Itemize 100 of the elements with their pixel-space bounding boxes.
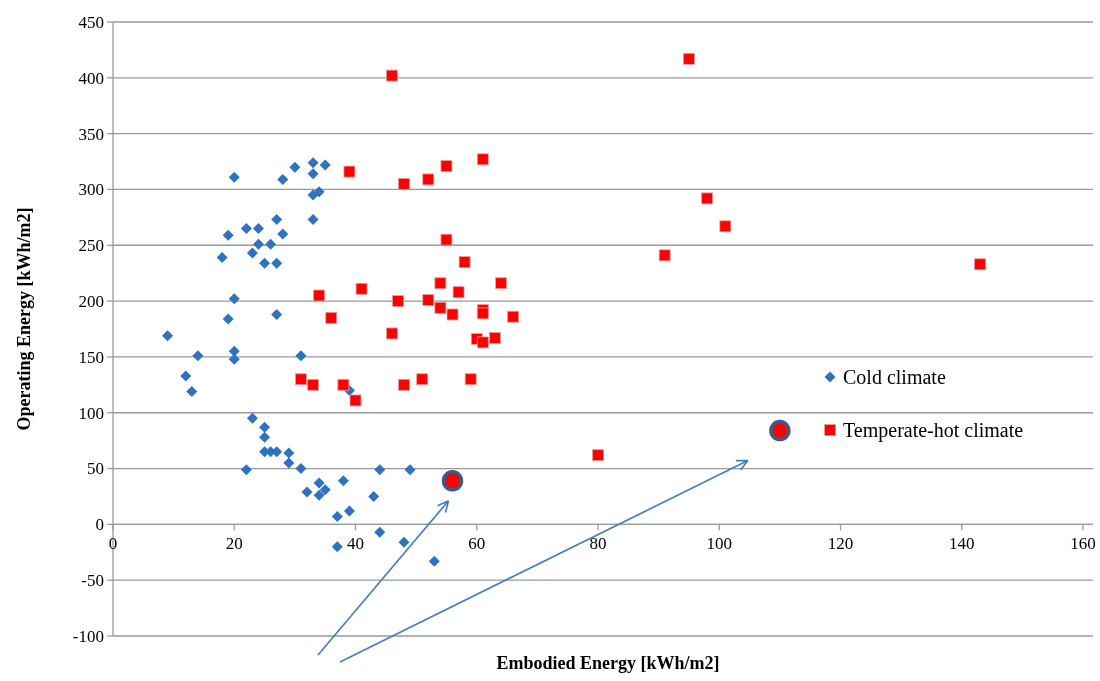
x-axis-title: Embodied Energy [kWh/m2]	[496, 653, 720, 673]
x-tick-label: 0	[108, 534, 118, 554]
point	[228, 171, 240, 183]
point	[658, 249, 671, 262]
point	[398, 378, 410, 391]
point	[416, 373, 429, 386]
x-tick-label: 160	[1070, 534, 1096, 554]
point	[295, 463, 307, 475]
point	[355, 282, 368, 295]
point	[398, 177, 410, 190]
point	[259, 421, 271, 433]
point	[253, 223, 264, 235]
point	[228, 345, 240, 357]
y-tick-label: 250	[78, 236, 104, 256]
point	[507, 310, 520, 323]
point	[222, 229, 234, 241]
point	[307, 189, 319, 201]
point	[307, 214, 319, 226]
point	[283, 457, 295, 469]
point	[368, 490, 380, 502]
point	[240, 223, 252, 235]
point	[349, 394, 362, 407]
x-tick-label: 140	[949, 534, 975, 554]
point	[289, 161, 301, 173]
point	[374, 464, 386, 476]
point	[337, 475, 349, 487]
point	[228, 293, 240, 305]
point	[458, 256, 471, 268]
point	[476, 307, 489, 320]
point	[295, 350, 307, 362]
point	[476, 153, 489, 166]
point	[222, 313, 234, 325]
point	[162, 330, 174, 342]
y-tick-label: 300	[78, 180, 104, 200]
point	[337, 378, 350, 391]
y-tick-label: 350	[78, 124, 104, 144]
point	[343, 165, 356, 178]
point	[271, 257, 283, 269]
point	[265, 238, 277, 250]
y-tick-label: 100	[78, 403, 104, 423]
point	[259, 431, 271, 443]
point	[319, 159, 331, 171]
y-tick-label: -100	[72, 626, 104, 646]
point	[464, 373, 477, 386]
legend-label: Temperate-hot climate	[843, 419, 1024, 442]
y-tick-label: 200	[78, 292, 104, 312]
point	[277, 228, 289, 240]
point	[440, 233, 453, 246]
point	[259, 257, 271, 269]
point	[271, 214, 283, 226]
point	[319, 484, 331, 496]
point	[374, 526, 386, 538]
point	[313, 489, 325, 501]
point	[216, 252, 228, 264]
x-tick-label: 20	[225, 534, 243, 554]
point	[422, 173, 435, 186]
point	[385, 327, 398, 340]
point	[495, 277, 507, 290]
y-tick-label: 50	[87, 459, 104, 479]
y-tick-label: 150	[78, 347, 104, 367]
point	[295, 373, 307, 386]
point	[180, 370, 192, 382]
point	[701, 192, 714, 205]
point	[186, 386, 198, 398]
point	[343, 505, 355, 517]
x-tick-label: 40	[347, 534, 364, 554]
point	[246, 247, 258, 259]
point	[769, 419, 791, 442]
point	[253, 238, 264, 250]
y-axis-title: Operating Energy [kWh/m2]	[14, 207, 34, 431]
point	[325, 311, 338, 324]
point	[446, 308, 459, 321]
point	[422, 294, 435, 306]
point	[271, 308, 283, 320]
point	[331, 511, 343, 523]
y-tick-label: 450	[78, 12, 104, 32]
point	[277, 173, 289, 185]
y-tick-label: 400	[78, 68, 104, 88]
y-tick-label: -50	[81, 571, 104, 591]
point	[307, 157, 319, 169]
point	[441, 470, 464, 492]
point	[246, 412, 258, 424]
x-tick-label: 60	[468, 534, 486, 554]
x-tick-label: 80	[589, 534, 607, 554]
point	[440, 160, 453, 172]
point	[719, 220, 732, 233]
x-tick-label: 100	[706, 534, 732, 554]
point	[307, 168, 319, 180]
point	[313, 289, 326, 302]
point	[240, 464, 252, 476]
point	[428, 555, 440, 567]
point	[385, 69, 398, 82]
point	[489, 332, 501, 344]
point	[434, 277, 447, 290]
point	[683, 52, 695, 65]
point	[301, 486, 313, 498]
point	[313, 477, 325, 489]
point	[592, 449, 604, 462]
point	[452, 286, 465, 299]
y-tick-label: 0	[95, 515, 104, 535]
